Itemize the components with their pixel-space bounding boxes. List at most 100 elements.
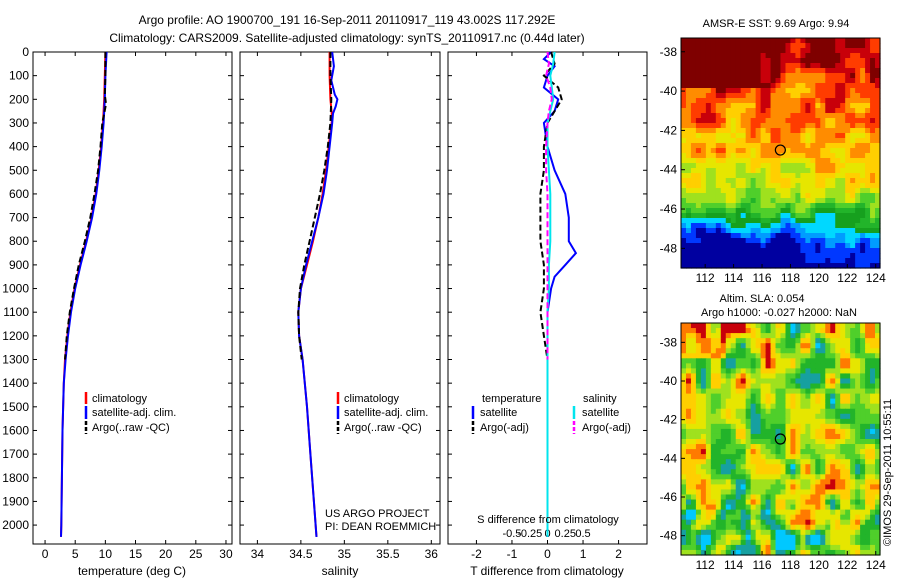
heatmap-cell <box>685 323 692 329</box>
heatmap-cell <box>765 83 772 89</box>
heatmap-cell <box>825 198 831 204</box>
heatmap-cell <box>780 499 787 506</box>
heatmap-cell <box>755 353 762 359</box>
heatmap-cell <box>850 388 856 395</box>
heatmap-cell <box>835 153 841 159</box>
heatmap-cell <box>770 168 777 174</box>
y-tick-label: 900 <box>9 258 29 272</box>
heatmap-cell <box>705 338 712 344</box>
heatmap-cell <box>735 489 742 496</box>
heatmap-cell <box>720 439 727 445</box>
heatmap-cell <box>700 428 707 435</box>
heatmap-cell <box>690 138 697 144</box>
heatmap-cell <box>850 98 856 104</box>
heatmap-cell <box>770 534 777 541</box>
heatmap-cell <box>820 454 826 460</box>
heatmap-cell <box>840 113 846 119</box>
heatmap-cell <box>710 509 717 516</box>
heatmap-cell <box>840 143 846 149</box>
heatmap-cell <box>700 353 707 359</box>
heatmap-cell <box>815 413 821 420</box>
heatmap-cell <box>730 378 737 385</box>
heatmap-cell <box>825 233 831 239</box>
heatmap-cell <box>715 489 722 496</box>
heatmap-cell <box>790 153 797 159</box>
heatmap-cell <box>720 534 727 541</box>
heatmap-cell <box>780 153 787 159</box>
heatmap-cell <box>815 449 821 455</box>
heatmap-cell <box>735 388 742 395</box>
heatmap-cell <box>840 243 846 249</box>
y-tick-label: 0 <box>22 45 29 59</box>
heatmap-cell <box>750 123 757 129</box>
heatmap-cell <box>735 173 742 179</box>
heatmap-cell <box>730 193 737 199</box>
heatmap-cell <box>770 218 777 224</box>
heatmap-cell <box>875 418 881 425</box>
heatmap-cell <box>695 524 702 531</box>
heatmap-cell <box>685 103 692 109</box>
heatmap-cell <box>815 323 821 329</box>
heatmap-cell <box>705 433 712 440</box>
heatmap-cell <box>720 108 727 114</box>
heatmap-cell <box>740 258 747 264</box>
heatmap-cell <box>865 133 871 139</box>
heatmap-cell <box>681 108 687 114</box>
heatmap-cell <box>755 509 762 516</box>
heatmap-cell <box>685 128 692 134</box>
heatmap-cell <box>715 163 722 169</box>
heatmap-cell <box>740 198 747 204</box>
heatmap-cell <box>835 53 841 59</box>
heatmap-cell <box>745 393 752 400</box>
heatmap-cell <box>745 233 752 239</box>
heatmap-cell <box>770 248 777 254</box>
heatmap-cell <box>710 383 717 390</box>
heatmap-cell <box>685 143 692 149</box>
heatmap-cell <box>850 383 856 390</box>
heatmap-cell <box>810 193 816 199</box>
s-tick-label: 0.5 <box>575 528 590 540</box>
heatmap-cell <box>865 494 871 501</box>
heatmap-cell <box>800 123 806 129</box>
heatmap-cell <box>725 113 732 119</box>
heatmap-cell <box>860 444 866 450</box>
heatmap-cell <box>840 328 846 334</box>
heatmap-cell <box>745 489 752 496</box>
heatmap-cell <box>685 193 692 199</box>
heatmap-cell <box>775 368 782 375</box>
heatmap-cell <box>805 539 811 546</box>
heatmap-cell <box>705 499 712 506</box>
heatmap-cell <box>765 233 772 239</box>
heatmap-cell <box>700 178 707 184</box>
heatmap-cell <box>875 519 881 526</box>
s-tick-label: -0.25 <box>517 528 542 540</box>
heatmap-cell <box>725 408 732 415</box>
heatmap-cell <box>785 168 792 174</box>
heatmap-cell <box>730 343 737 349</box>
heatmap-cell <box>715 323 722 329</box>
heatmap-cell <box>780 228 787 234</box>
heatmap-cell <box>740 128 747 134</box>
heatmap-cell <box>695 328 702 334</box>
heatmap-cell <box>755 343 762 349</box>
heatmap-cell <box>805 413 811 420</box>
heatmap-cell <box>810 208 816 214</box>
heatmap-cell <box>860 328 866 334</box>
heatmap-cell <box>860 494 866 501</box>
heatmap-cell <box>870 63 876 69</box>
heatmap-cell <box>870 253 876 259</box>
heatmap-cell <box>695 78 702 84</box>
heatmap-cell <box>765 539 772 546</box>
heatmap-cell <box>725 193 732 199</box>
heatmap-cell <box>790 208 797 214</box>
heatmap-cell <box>780 138 787 144</box>
heatmap-cell <box>800 398 806 405</box>
heatmap-cell <box>845 358 851 364</box>
heatmap-cell <box>795 243 801 249</box>
heatmap-cell <box>785 373 792 380</box>
heatmap-cell <box>770 243 777 249</box>
heatmap-cell <box>775 423 782 430</box>
heatmap-cell <box>715 183 722 189</box>
heatmap-cell <box>820 479 826 485</box>
heatmap-cell <box>725 178 732 184</box>
